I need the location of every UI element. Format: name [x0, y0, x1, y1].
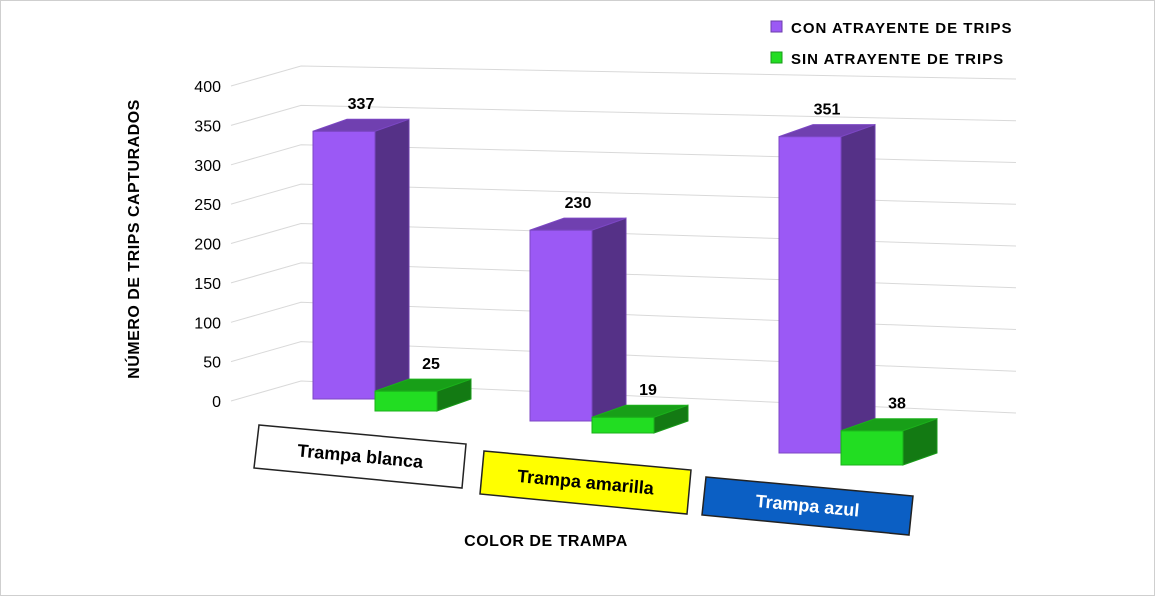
data-label: 38: [888, 396, 906, 413]
y-tick-label: 400: [194, 79, 221, 96]
y-tick-label: 200: [194, 237, 221, 254]
data-label: 337: [348, 96, 375, 113]
legend-entry: CON ATRAYENTE DE TRIPS: [791, 20, 1012, 37]
bar-sin-0: [374, 378, 472, 412]
gridline: [230, 380, 1017, 414]
y-tick-label: 50: [203, 355, 221, 372]
bar-con-1: [529, 217, 627, 422]
data-label: 19: [639, 382, 657, 399]
y-tick-labels: 0 50 100 150 200 250 300 350 400: [194, 79, 221, 411]
gridline: [230, 301, 1017, 330]
gridline: [230, 262, 1017, 289]
data-label: 351: [814, 102, 841, 119]
gridline: [230, 183, 1017, 205]
category-label: Trampa amarilla: [479, 450, 692, 515]
legend-swatch: [770, 51, 783, 64]
y-tick-label: 350: [194, 118, 221, 135]
y-axis-title: NÚMERO DE TRIPS CAPTURADOS: [124, 99, 143, 379]
bar-layer: [312, 118, 938, 466]
y-tick-label: 0: [212, 394, 221, 411]
bar-con-2: [778, 123, 876, 454]
y-tick-label: 300: [194, 158, 221, 175]
bar-sin-2: [840, 417, 938, 466]
legend-entry: SIN ATRAYENTE DE TRIPS: [791, 51, 1004, 68]
legend: CON ATRAYENTE DE TRIPS SIN ATRAYENTE DE T…: [770, 20, 1012, 68]
gridline: [230, 222, 1017, 247]
y-tick-label: 250: [194, 197, 221, 214]
data-label: 230: [565, 195, 592, 212]
category-label: Trampa blanca: [253, 424, 467, 489]
legend-swatch: [770, 20, 783, 33]
grid-layer: [230, 65, 1017, 414]
gridline: [230, 144, 1017, 166]
y-tick-label: 100: [194, 315, 221, 332]
bar-sin-1: [591, 404, 689, 434]
gridline: [230, 341, 1017, 372]
gridline: [230, 65, 1017, 87]
bar-con-0: [312, 118, 410, 400]
gridline: [230, 104, 1017, 126]
data-label: 25: [422, 356, 440, 373]
y-tick-label: 150: [194, 276, 221, 293]
x-axis-title: COLOR DE TRAMPA: [464, 533, 628, 550]
category-label: Trampa azul: [701, 476, 914, 536]
data-labels: 337 25 230 19 351 38: [348, 96, 906, 413]
